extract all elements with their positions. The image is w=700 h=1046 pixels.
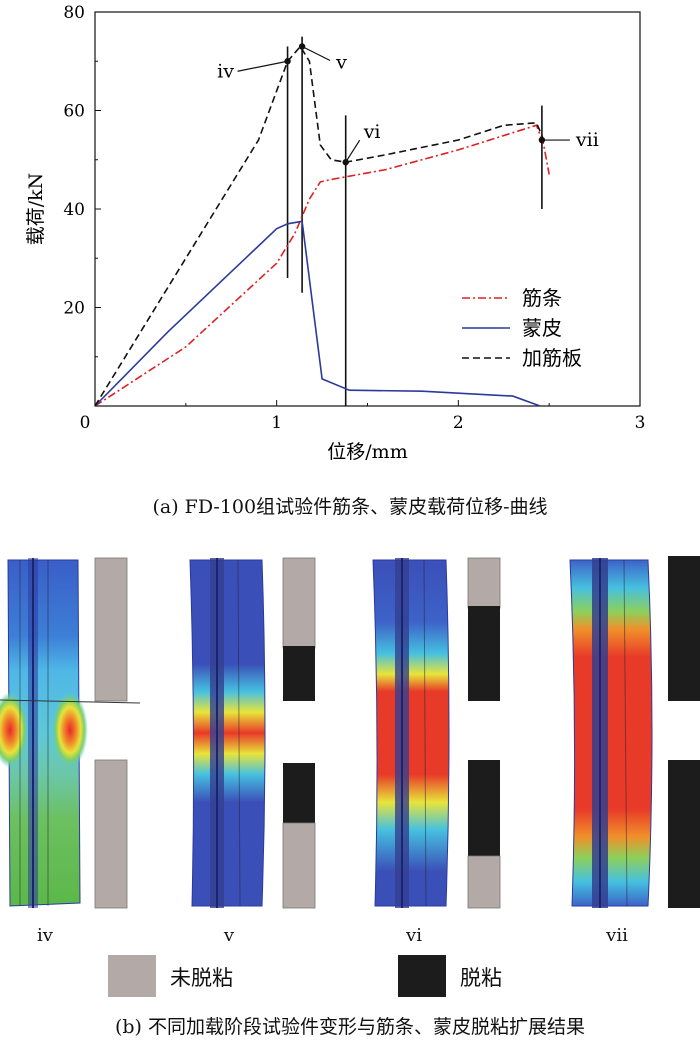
series-line-1 (94, 220, 541, 407)
panel-label-vii: vii (606, 925, 628, 946)
panel-label-iv: iv (37, 925, 53, 946)
panel-iv (0, 557, 141, 909)
y-tick-label: 60 (63, 102, 85, 122)
marker-point-vii (538, 136, 546, 144)
marker-label-vii: vii (575, 129, 599, 151)
fea-panels (0, 556, 700, 909)
x-tick-label: 0 (80, 413, 91, 433)
marker-point-iv (284, 58, 291, 65)
marker-point-vi (342, 159, 349, 166)
marker-leader-iv (237, 60, 288, 72)
y-axis-label: 载荷/kN (25, 173, 47, 246)
marker-leader-v (301, 45, 331, 62)
panel-vi (372, 557, 501, 909)
key-swatch-bonded (108, 955, 156, 997)
marker-label-iv: iv (217, 60, 234, 82)
marker-point-v (298, 43, 306, 50)
key-label-debonded: 脱粘 (460, 966, 502, 990)
series-line-0 (94, 124, 550, 407)
caption-a: (a) FD-100组试验件筋条、蒙皮载荷位移-曲线 (152, 496, 548, 518)
x-tick-label: 3 (635, 413, 646, 433)
key-label-bonded: 未脱粘 (170, 966, 233, 990)
panel-v (189, 557, 316, 909)
key-swatch-debonded (398, 955, 446, 997)
y-tick-label: 40 (63, 200, 85, 220)
marker-label-v: v (335, 51, 347, 73)
panel-vii (569, 556, 700, 908)
legend-label-0: 筋条 (522, 286, 562, 310)
y-tick-label: 20 (63, 299, 85, 319)
y-tick-label: 80 (63, 3, 85, 23)
panel-label-vi: vi (406, 925, 422, 946)
x-axis-label: 位移/mm (327, 441, 407, 463)
caption-b: (b) 不同加载阶段试验件变形与筋条、蒙皮脱粘扩展结果 (114, 1016, 586, 1038)
x-tick-label: 2 (453, 413, 464, 433)
marker-label-vi: vi (363, 121, 381, 143)
panel-label-v: v (223, 925, 235, 946)
series-line-2 (94, 45, 545, 407)
marker-leader-vi (345, 139, 361, 163)
legend-label-2: 加筋板 (522, 346, 582, 370)
x-tick-label: 1 (271, 413, 282, 433)
legend-label-1: 蒙皮 (522, 316, 562, 340)
